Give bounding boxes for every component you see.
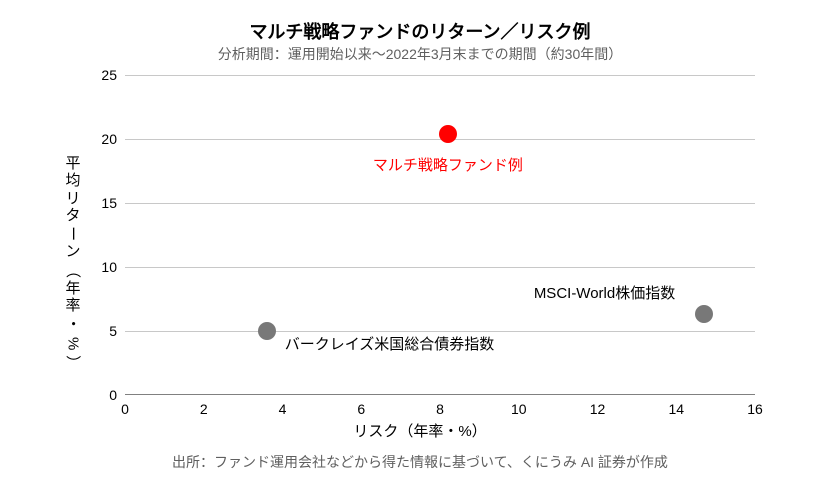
gridline: [125, 331, 755, 332]
chart-subtitle: 分析期間：運用開始以来～2022年3月末までの期間（約30年間）: [0, 44, 840, 64]
source-note: 出所：ファンド運用会社などから得た情報に基づいて、くにうみ AI 証券が作成: [0, 452, 840, 472]
x-tick: 8: [436, 395, 444, 417]
x-tick: 0: [121, 395, 129, 417]
x-tick: 10: [511, 395, 527, 417]
data-point-barclays: [258, 322, 276, 340]
y-tick: 5: [109, 323, 125, 339]
x-tick: 6: [357, 395, 365, 417]
plot-area: 05101520250246810121416バークレイズ米国総合債券指数マルチ…: [125, 75, 755, 395]
y-tick: 20: [101, 131, 125, 147]
gridline: [125, 203, 755, 204]
x-axis-label: リスク（年率・%）: [0, 420, 840, 441]
gridline: [125, 267, 755, 268]
x-tick: 2: [200, 395, 208, 417]
data-point-multi: [439, 125, 457, 143]
y-tick: 25: [101, 67, 125, 83]
x-tick: 4: [279, 395, 287, 417]
y-axis-label: 平均リターン（年率・%）: [65, 155, 81, 372]
y-tick: 10: [101, 259, 125, 275]
data-label-multi: マルチ戦略ファンド例: [373, 154, 523, 175]
data-label-barclays: バークレイズ米国総合債券指数: [285, 333, 495, 354]
x-tick: 16: [747, 395, 763, 417]
chart-title: マルチ戦略ファンドのリターン／リスク例: [0, 18, 840, 44]
chart-container: マルチ戦略ファンドのリターン／リスク例 分析期間：運用開始以来～2022年3月末…: [0, 0, 840, 500]
data-label-msci: MSCI-World株価指数: [534, 282, 675, 303]
gridline: [125, 75, 755, 76]
y-tick: 15: [101, 195, 125, 211]
data-point-msci: [695, 305, 713, 323]
x-tick: 12: [590, 395, 606, 417]
x-tick: 14: [668, 395, 684, 417]
